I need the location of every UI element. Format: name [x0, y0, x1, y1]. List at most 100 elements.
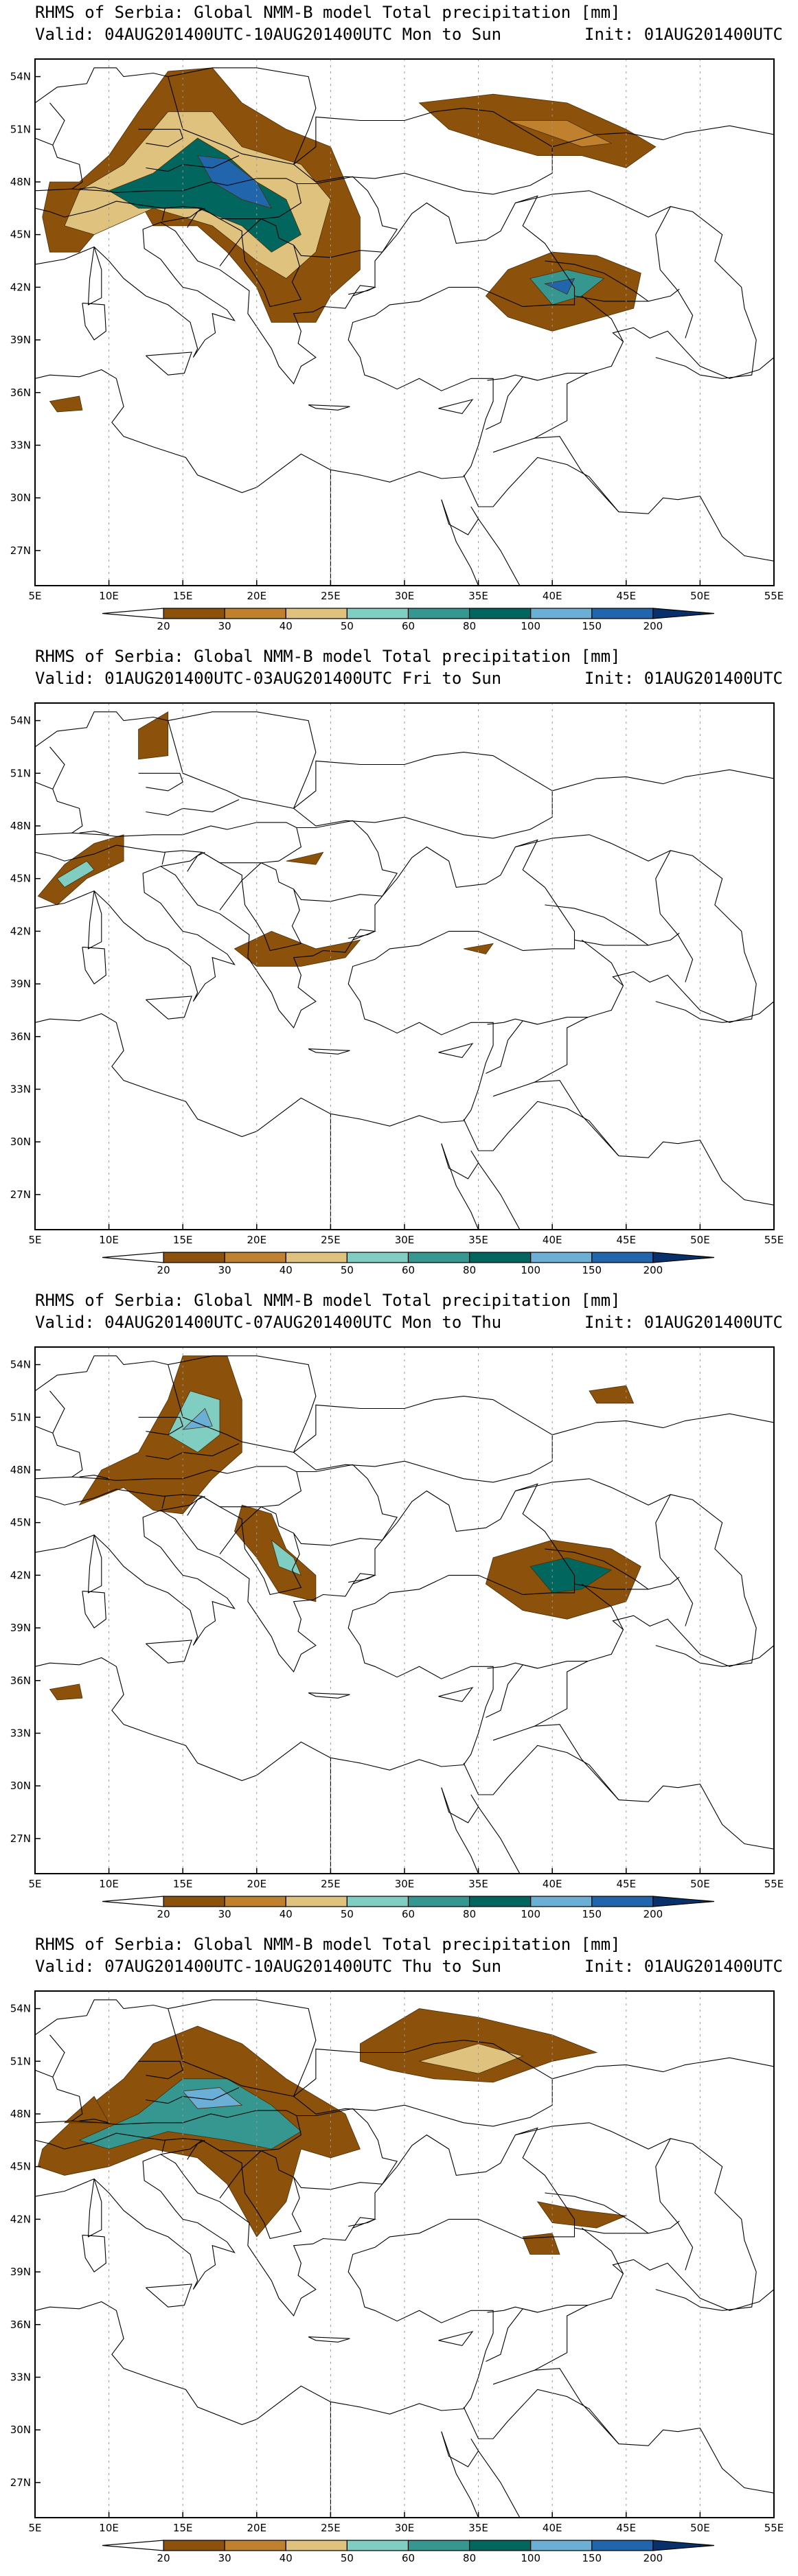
legend-swatch	[530, 1896, 593, 1907]
longitude-tick-label: 15E	[173, 2522, 193, 2534]
border-line	[552, 2057, 774, 2080]
latitude-tick-label: 51N	[10, 767, 31, 779]
border-line	[581, 295, 624, 342]
border-line	[486, 376, 538, 430]
border-line	[35, 195, 575, 494]
border-line	[492, 2305, 589, 2385]
border-line	[146, 996, 192, 1020]
border-line	[441, 1787, 479, 1874]
latitude-tick-label: 54N	[10, 2003, 31, 2015]
border-line	[308, 404, 350, 411]
legend-label: 60	[402, 620, 415, 632]
longitude-tick-label: 45E	[617, 590, 637, 602]
border-line	[79, 187, 109, 192]
legend-swatch	[407, 608, 470, 619]
legend-arrow-right	[652, 2540, 715, 2551]
border-line	[187, 1495, 205, 1516]
legend-arrow-right	[652, 1252, 715, 1263]
border-line	[160, 2139, 242, 2199]
border-line	[161, 2140, 166, 2153]
border-line	[168, 1999, 317, 2097]
border-line	[441, 499, 479, 536]
precipitation-area	[56, 860, 95, 888]
border-line	[308, 1692, 350, 1699]
border-line	[441, 1143, 479, 1230]
longitude-tick-label: 25E	[321, 1878, 341, 1890]
latitude-tick-label: 45N	[10, 873, 31, 885]
border-line	[161, 852, 166, 865]
border-line	[82, 2234, 106, 2273]
longitude-tick-label: 25E	[321, 2522, 341, 2534]
longitude-tick-label: 25E	[321, 590, 341, 602]
border-line	[241, 2150, 302, 2240]
border-line	[138, 128, 183, 148]
longitude-tick-label: 10E	[99, 590, 119, 602]
border-line	[160, 851, 242, 911]
precipitation-area	[182, 2087, 243, 2109]
legend-swatch	[163, 1896, 225, 1907]
legend-label: 20	[157, 620, 170, 632]
precipitation-area	[522, 2233, 560, 2255]
border-line	[515, 2122, 671, 2150]
longitude-tick-label: 55E	[764, 590, 784, 602]
legend-swatch	[163, 1252, 225, 1263]
border-line	[478, 1806, 521, 1874]
latitude-tick-label: 45N	[10, 2161, 31, 2173]
precipitation-map: 5E 10E 15E 20E 25E 30E 35E 40E 45E 50E 55E 27N 30N 33…	[10, 702, 784, 1276]
border-line	[35, 2069, 83, 2121]
legend-label: 20	[157, 2552, 170, 2564]
legend-label: 80	[463, 2552, 476, 2564]
legend-swatch	[468, 608, 532, 619]
latitude-tick-label: 30N	[10, 2424, 31, 2436]
border-line	[534, 1724, 619, 1800]
latitude-tick-label: 36N	[10, 2319, 31, 2331]
init-time: Init: 01AUG201400UTC	[584, 1313, 783, 1332]
legend-label: 100	[521, 620, 540, 632]
latitude-tick-label: 42N	[10, 1569, 31, 1581]
border-line	[138, 772, 183, 792]
latitude-tick-label: 36N	[10, 387, 31, 399]
legend-label: 60	[402, 2552, 415, 2564]
latitude-tick-label: 45N	[10, 229, 31, 241]
border-line	[35, 711, 168, 748]
legend-label: 40	[280, 2552, 293, 2564]
latitude-tick-label: 27N	[10, 1188, 31, 1201]
longitude-tick-label: 10E	[99, 1878, 119, 1890]
border-line	[545, 2192, 680, 2234]
longitude-tick-label: 40E	[543, 1878, 562, 1890]
legend-swatch	[530, 1252, 593, 1263]
longitude-tick-label: 55E	[764, 2522, 784, 2534]
border-line	[487, 1615, 774, 1669]
longitude-tick-label: 30E	[395, 2522, 415, 2534]
latitude-tick-label: 48N	[10, 176, 31, 188]
precipitation-area	[536, 2201, 628, 2229]
border-line	[168, 67, 317, 165]
panel-title: RHMS of Serbia: Global NMM-B model Total…	[35, 647, 621, 666]
border-line	[49, 102, 65, 146]
border-line	[478, 1162, 521, 1230]
legend-label: 40	[280, 1264, 293, 1276]
border-line	[146, 352, 192, 376]
longitude-tick-label: 15E	[173, 1234, 193, 1246]
legend-label: 40	[280, 1908, 293, 1920]
border-line	[187, 2139, 205, 2160]
precipitation-area	[544, 278, 575, 295]
legend-swatch	[346, 608, 409, 619]
longitude-tick-label: 10E	[99, 2522, 119, 2534]
longitude-tick-label: 35E	[468, 1234, 488, 1246]
border-line	[161, 208, 166, 221]
legend-swatch	[224, 1896, 286, 1907]
border-line	[82, 302, 106, 341]
border-line	[486, 2308, 538, 2362]
border-line	[478, 2450, 521, 2518]
legend-label: 60	[402, 1908, 415, 1920]
legend-label: 100	[521, 2552, 540, 2564]
init-time: Init: 01AUG201400UTC	[584, 25, 783, 44]
legend-label: 100	[521, 1264, 540, 1276]
border-line	[146, 2284, 192, 2308]
longitude-tick-label: 55E	[764, 1878, 784, 1890]
longitude-tick-label: 30E	[395, 1878, 415, 1890]
border-line	[308, 2336, 350, 2343]
legend-swatch	[163, 608, 225, 619]
legend-label: 150	[582, 620, 602, 632]
